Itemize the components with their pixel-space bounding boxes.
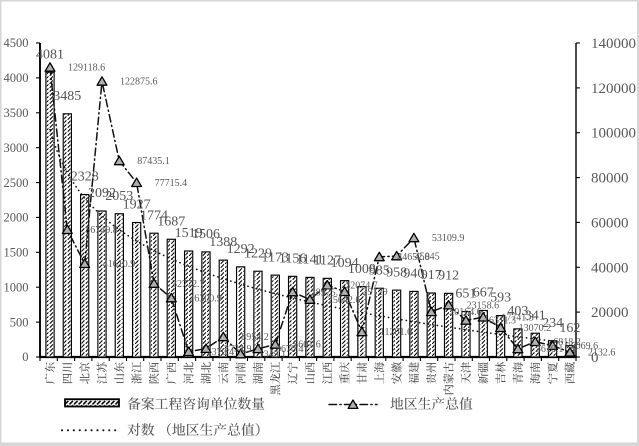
svg-text:23158.6: 23158.6: [467, 300, 500, 311]
svg-text:1687: 1687: [157, 214, 185, 229]
svg-text:122875.6: 122875.6: [120, 77, 158, 88]
svg-text:3670.4: 3670.4: [276, 344, 304, 355]
svg-text:56749.8: 56749.8: [85, 225, 118, 236]
svg-text:44652.8: 44652.8: [397, 252, 430, 263]
svg-text:5601.6: 5601.6: [293, 340, 321, 351]
svg-text:1345.1: 1345.1: [259, 349, 287, 360]
svg-text:1927: 1927: [123, 198, 151, 213]
svg-text:87435.1: 87435.1: [137, 156, 170, 167]
svg-text:11201.6: 11201.6: [380, 327, 412, 338]
svg-text:958: 958: [386, 265, 407, 280]
svg-text:1500: 1500: [4, 246, 29, 260]
svg-text:1141: 1141: [296, 253, 323, 268]
svg-text:2132.6: 2132.6: [588, 348, 616, 359]
svg-text:60000: 60000: [591, 215, 629, 231]
svg-text:940: 940: [403, 267, 424, 282]
svg-text:5069.6: 5069.6: [571, 341, 599, 352]
svg-text:25642.6: 25642.6: [328, 295, 361, 306]
svg-text:120000: 120000: [591, 81, 636, 97]
svg-text:20164.6: 20164.6: [449, 307, 482, 318]
svg-text:45045: 45045: [415, 251, 440, 262]
svg-text:593: 593: [490, 291, 511, 306]
svg-text:1127: 1127: [314, 254, 341, 269]
svg-text:3734.9: 3734.9: [224, 344, 252, 355]
svg-text:2053: 2053: [105, 189, 133, 204]
svg-text:912: 912: [438, 269, 459, 284]
svg-text:985: 985: [369, 263, 390, 278]
svg-text:13070.2: 13070.2: [519, 323, 552, 334]
svg-text:77715.4: 77715.4: [155, 178, 188, 189]
svg-text:667: 667: [473, 286, 494, 301]
svg-text:28975.1: 28975.1: [311, 287, 344, 298]
svg-text:341: 341: [525, 308, 546, 323]
svg-text:2370.4: 2370.4: [207, 347, 235, 358]
svg-text:3000: 3000: [4, 141, 29, 155]
svg-text:2000: 2000: [4, 211, 29, 225]
svg-text:140000: 140000: [591, 36, 636, 52]
svg-text:100000: 100000: [591, 126, 636, 142]
svg-text:1292: 1292: [227, 242, 255, 257]
svg-text:29129: 29129: [363, 287, 388, 298]
svg-text:32772.7: 32772.7: [172, 279, 205, 290]
svg-text:17741.3: 17741.3: [501, 313, 534, 324]
svg-text:1774: 1774: [140, 208, 168, 223]
svg-text:129118.6: 129118.6: [68, 63, 105, 74]
svg-text:162: 162: [559, 321, 580, 336]
svg-text:1229: 1229: [244, 246, 272, 261]
svg-text:651: 651: [455, 287, 476, 302]
svg-text:4500: 4500: [4, 36, 29, 50]
svg-text:40000: 40000: [591, 260, 629, 276]
svg-text:1506: 1506: [192, 227, 220, 242]
svg-text:0: 0: [22, 350, 28, 364]
svg-text:8954.2: 8954.2: [241, 332, 268, 343]
svg-text:2092: 2092: [88, 186, 116, 201]
svg-text:53109.9: 53109.9: [432, 233, 465, 244]
svg-text:0: 0: [591, 350, 599, 366]
svg-text:3610.1: 3610.1: [536, 344, 564, 355]
svg-text:1173: 1173: [262, 250, 289, 265]
svg-text:1008: 1008: [348, 262, 376, 277]
svg-text:1156: 1156: [279, 251, 306, 266]
svg-text:26300.9: 26300.9: [189, 293, 222, 304]
svg-text:917: 917: [421, 268, 442, 283]
svg-text:1388: 1388: [209, 235, 237, 250]
svg-text:41610.9: 41610.9: [103, 259, 136, 270]
svg-text:4000: 4000: [4, 71, 29, 85]
svg-text:6818.2: 6818.2: [553, 337, 581, 348]
svg-text:500: 500: [10, 315, 29, 329]
svg-text:20000: 20000: [591, 305, 629, 321]
svg-text:1094: 1094: [331, 256, 359, 271]
svg-text:1000: 1000: [4, 280, 29, 294]
svg-text:2500: 2500: [4, 176, 29, 190]
svg-text:4081: 4081: [36, 47, 64, 62]
svg-text:1519: 1519: [175, 226, 203, 241]
svg-text:16311.3: 16311.3: [484, 316, 516, 327]
svg-text:2328: 2328: [71, 170, 99, 185]
svg-text:3485: 3485: [53, 89, 81, 104]
svg-text:32074.7: 32074.7: [345, 280, 378, 291]
svg-text:3500: 3500: [4, 106, 29, 120]
svg-text:234: 234: [542, 316, 563, 331]
svg-text:80000: 80000: [591, 171, 629, 187]
svg-text:403: 403: [507, 304, 528, 319]
